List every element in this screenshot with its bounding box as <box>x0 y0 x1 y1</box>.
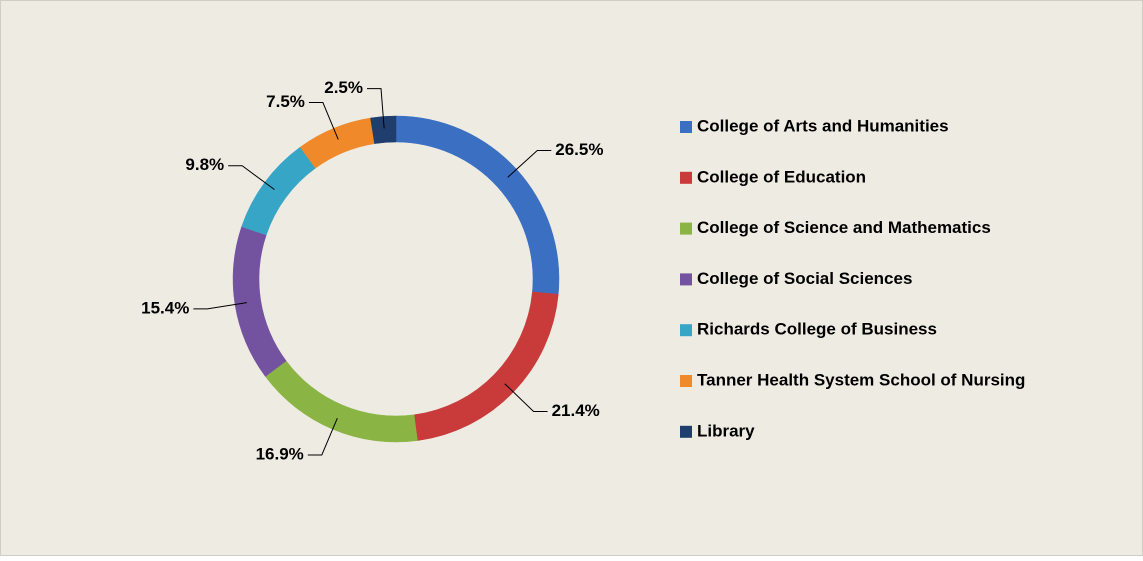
leader-line <box>307 417 338 456</box>
legend-label: Library <box>697 421 755 440</box>
legend-label: College of Arts and Humanities <box>697 116 949 135</box>
leader-line <box>507 149 552 178</box>
legend-label: Richards College of Business <box>697 320 937 339</box>
data-label: 2.5% <box>324 78 363 97</box>
data-label: 9.8% <box>185 155 224 174</box>
legend-swatch <box>680 171 692 184</box>
legend-label: College of Social Sciences <box>697 269 912 288</box>
legend-label: College of Science and Mathematics <box>697 218 991 237</box>
legend-label: College of Education <box>697 167 866 186</box>
legend-swatch <box>680 375 692 387</box>
data-label: 26.5% <box>555 140 603 159</box>
legend-label: Tanner Health System School of Nursing <box>697 370 1025 389</box>
legend-swatch <box>680 222 692 235</box>
legend-swatch <box>680 273 692 286</box>
data-label: 7.5% <box>266 92 305 111</box>
data-label: 16.9% <box>256 444 304 463</box>
legend-swatch <box>680 121 692 133</box>
donut-segment <box>370 115 397 144</box>
data-label: 21.4% <box>552 401 600 420</box>
legend-swatch <box>680 425 692 438</box>
legend-swatch <box>680 324 692 337</box>
leader-line <box>308 102 339 140</box>
leader-line <box>228 165 275 190</box>
leader-line <box>193 302 247 310</box>
leader-line <box>367 88 385 129</box>
data-label: 15.4% <box>141 298 189 317</box>
leader-line <box>504 383 548 412</box>
